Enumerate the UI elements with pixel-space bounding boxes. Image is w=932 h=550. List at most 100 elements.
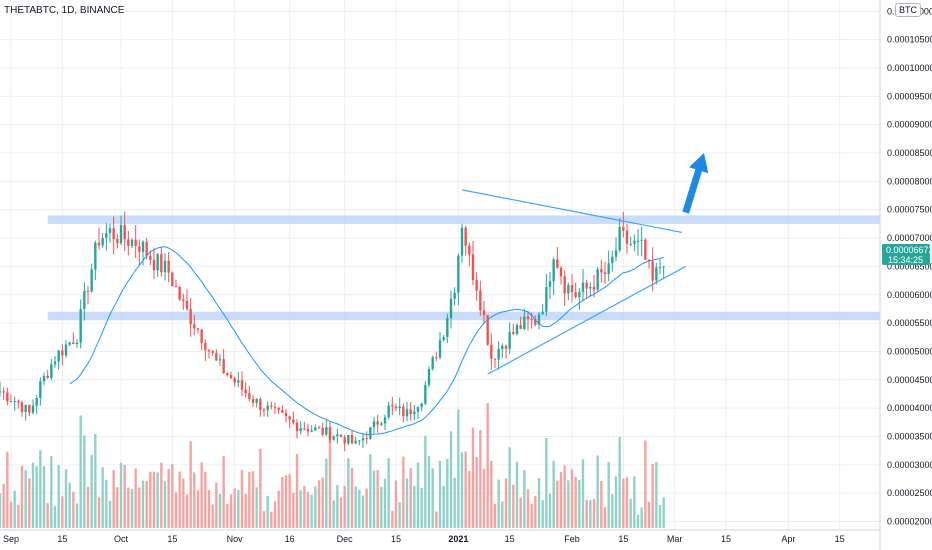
volume-bar [420, 487, 423, 528]
volume-bar [218, 493, 222, 528]
volume-bar [376, 470, 379, 528]
candle-body [163, 260, 167, 273]
volume-bar [629, 498, 632, 528]
volume-bar [35, 466, 38, 528]
volume-bar [468, 470, 471, 528]
volume-bar [519, 497, 522, 528]
candle-body [490, 344, 493, 359]
volume-bars [0, 403, 665, 528]
price-axis: 0.000110000.000105000.000100000.00009500… [879, 0, 932, 550]
x-tick-label: 16 [285, 534, 295, 544]
volume-bar [339, 497, 343, 528]
price-tag-background [882, 244, 930, 265]
volume-bar [163, 481, 167, 528]
candle-body [409, 409, 412, 415]
volume-bar [277, 490, 280, 528]
candle-body [435, 357, 438, 359]
volume-bar [6, 451, 9, 528]
candle-body [211, 350, 214, 353]
y-tick-label: 0.00007500 [887, 205, 932, 215]
trendlines [461, 189, 686, 375]
volume-bar [614, 476, 618, 528]
volume-bar [46, 503, 49, 528]
candle-body [482, 310, 486, 316]
candle-body [134, 239, 137, 247]
volume-bar [127, 487, 130, 528]
volume-bar [262, 511, 266, 528]
volume-bar [647, 501, 651, 528]
candle-body [611, 256, 614, 264]
volume-bar [365, 488, 368, 528]
volume-bar [79, 415, 82, 528]
volume-bar [424, 435, 427, 528]
volume-bar [295, 453, 299, 528]
currency-badge[interactable]: BTC [895, 3, 921, 17]
candle-body [449, 298, 453, 318]
volume-bar [581, 459, 585, 528]
volume-bar [431, 468, 434, 528]
y-tick-label: 0.00010000 [887, 63, 932, 73]
candle-body [24, 404, 27, 413]
candle-body [156, 254, 159, 271]
y-tick-label: 0.00010500 [887, 35, 932, 45]
candle-body [251, 399, 255, 403]
candle-body [57, 350, 60, 362]
volume-bar [156, 472, 159, 528]
candle-body [438, 340, 442, 358]
y-tick-label: 0.00009000 [887, 120, 932, 130]
volume-bar [640, 507, 643, 528]
volume-bar [567, 480, 570, 528]
candle-body [17, 400, 20, 403]
candle-body [303, 428, 306, 430]
volume-bar [394, 480, 398, 528]
volume-bar [512, 484, 515, 528]
volume-bar [589, 500, 592, 528]
x-tick-label: Apr [781, 534, 795, 544]
candle-body [97, 242, 101, 246]
candle-body [152, 259, 156, 271]
candle-body [2, 391, 5, 393]
x-tick-label: Oct [114, 534, 129, 544]
candle-body [446, 317, 449, 337]
candle-body [471, 254, 475, 280]
volume-bar [328, 429, 332, 528]
candle-body [317, 427, 321, 429]
candle-body [625, 230, 629, 244]
candle-body [160, 254, 163, 273]
volume-bar [97, 497, 101, 528]
candle-body [350, 435, 354, 444]
candle-body [369, 427, 372, 439]
volume-bar [369, 454, 372, 528]
volume-bar [537, 477, 541, 528]
volume-bar [405, 478, 409, 528]
volume-bar [534, 495, 537, 528]
candle-body [468, 245, 471, 255]
candle-body [262, 409, 266, 411]
volume-bar [53, 506, 57, 528]
candle-body [244, 389, 247, 394]
candle-body [116, 239, 119, 244]
candle-body [6, 392, 9, 402]
candle-body [185, 300, 189, 309]
volume-bar [211, 504, 214, 528]
upper-trendline [461, 189, 683, 233]
candle-body [358, 440, 361, 442]
volume-bar [321, 477, 324, 528]
volume-bar [0, 493, 2, 528]
volume-bar [207, 490, 211, 528]
volume-bar [570, 469, 574, 528]
volume-bar [299, 490, 302, 528]
volume-bar [185, 494, 189, 528]
volume-bar [471, 427, 475, 528]
volume-bar [449, 431, 453, 528]
candle-body [101, 238, 104, 246]
candle-body [651, 261, 654, 281]
candle-body [295, 422, 299, 432]
y-tick-label: 0.00003500 [887, 431, 932, 441]
x-tick-label: 15 [167, 534, 177, 544]
volume-bar [200, 462, 203, 528]
volume-bar [358, 489, 361, 528]
volume-bar [541, 500, 544, 528]
volume-bar [372, 470, 376, 528]
candle-body [464, 227, 467, 246]
